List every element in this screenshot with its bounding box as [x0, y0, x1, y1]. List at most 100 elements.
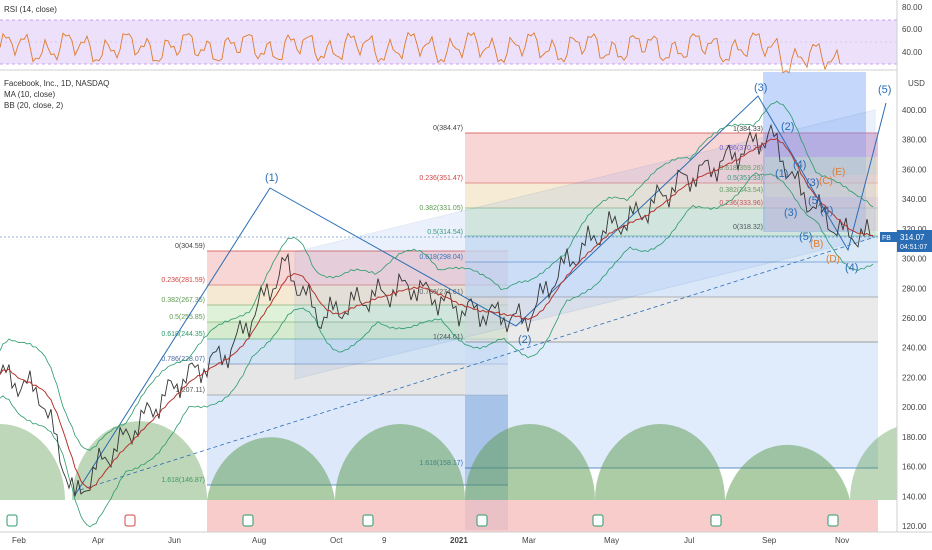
- earnings-marker[interactable]: [362, 514, 374, 527]
- earnings-marker[interactable]: [124, 514, 136, 527]
- bottom-red-band: [207, 500, 878, 532]
- wave-label: (5): [799, 231, 812, 243]
- fib3-l3: 0.5(351.33): [727, 175, 763, 182]
- wave-label: (1): [775, 168, 788, 180]
- rsi-tick: 80.00: [902, 3, 923, 12]
- fib1-l0: 0(304.59): [175, 243, 205, 250]
- fib2-l2: 0.382(331.05): [419, 205, 463, 212]
- symbol-badge: [880, 232, 897, 242]
- wave-label: (4): [820, 205, 833, 217]
- price-line: [0, 123, 874, 497]
- price-badge-countdown: 04:51:07: [900, 244, 927, 251]
- fib2-l0: 0(384.47): [433, 125, 463, 132]
- earnings-marker[interactable]: [827, 514, 839, 527]
- fib1-l2: 0.382(267.35): [161, 297, 205, 304]
- fib1-l4: 0.618(244.35): [161, 331, 205, 338]
- rsi-tick: 60.00: [902, 25, 923, 34]
- x-tick-label: Oct: [330, 536, 343, 545]
- x-tick-label: Mar: [522, 536, 536, 545]
- x-tick-label: Feb: [12, 536, 26, 545]
- price-tick-label: 240.00: [902, 344, 927, 353]
- x-ticks: Feb Apr Jun Aug Oct 9 2021 Mar May Jul Sep Nov: [12, 536, 849, 545]
- wave-label: (5): [878, 84, 891, 96]
- earnings-markers: [6, 514, 839, 527]
- wave-label-orange: (B): [810, 239, 823, 250]
- earnings-marker[interactable]: [242, 514, 254, 527]
- fib3-l0: 1(384.33): [733, 126, 763, 133]
- fib-retracement-3: 1(384.33) 0.786(370.29) 0.618(359.26) 0.…: [719, 126, 878, 231]
- chart-title: Facebook, Inc., 1D, NASDAQ: [4, 79, 109, 88]
- price-badge: [897, 230, 932, 252]
- fib3-l4: 0.382(343.54): [719, 187, 763, 194]
- ma-legend: MA (10, close): [4, 90, 55, 99]
- wave-label: (1): [265, 172, 278, 184]
- fib3-l1: 0.786(370.29): [719, 145, 763, 152]
- price-tick-label: 280.00: [902, 284, 927, 293]
- fib1-l1: 0.236(281.59): [161, 277, 205, 284]
- fib2-l5: 0.786(274.61): [419, 289, 463, 296]
- price-tick-label: 400.00: [902, 106, 927, 115]
- price-ticks: 400.00 380.00 360.00 340.00 320.00 300.00 280.…: [902, 106, 927, 531]
- bb-legend: BB (20, close, 2): [4, 101, 63, 110]
- time-cycles: [0, 421, 932, 500]
- x-tick-label: Sep: [762, 536, 777, 545]
- earnings-marker[interactable]: [592, 514, 604, 527]
- wave-label: (3): [806, 177, 819, 189]
- wave-label-orange: (D): [826, 254, 840, 265]
- x-tick-label: 2021: [450, 536, 468, 545]
- rsi-tick: 40.00: [902, 48, 923, 57]
- wave-label-orange: (C): [819, 176, 833, 187]
- x-tick-label: Nov: [835, 536, 849, 545]
- x-axis[interactable]: Feb Apr Jun Aug Oct 9 2021 Mar May Jul Sep Nov: [0, 531, 932, 545]
- price-tick-label: 300.00: [902, 255, 927, 264]
- fib1-l6: 1(207.11): [176, 387, 205, 394]
- x-tick-label: Jul: [684, 536, 694, 545]
- price-tick-label: 360.00: [902, 165, 927, 174]
- wave-label: (4): [845, 262, 858, 274]
- price-tick-label: 220.00: [902, 373, 927, 382]
- fib3-l6: 0(318.32): [733, 224, 763, 231]
- x-tick-label: Apr: [92, 536, 105, 545]
- rsi-band: [0, 20, 897, 64]
- wave-label: (2): [781, 121, 794, 133]
- currency-label: USD: [908, 79, 925, 88]
- earnings-marker[interactable]: [476, 514, 488, 527]
- wave-label-orange: (E): [832, 167, 845, 178]
- ma-line: [0, 138, 874, 490]
- price-panel: 0(304.59) 0.236(281.59) 0.382(267.35) 0.…: [0, 72, 932, 532]
- price-tick-label: 320.00: [902, 225, 927, 234]
- x-tick-label: Aug: [252, 536, 266, 545]
- fib1-l3: 0.5(255.85): [169, 314, 205, 321]
- wave-label: (3): [754, 82, 767, 94]
- rsi-panel: RSI (14, close): [0, 5, 932, 74]
- fib2-l4: 0.618(298.04): [419, 254, 463, 261]
- price-tick-label: 180.00: [902, 433, 927, 442]
- fib1-l7: 1.618(146.87): [161, 477, 205, 484]
- x-tick-label: May: [604, 536, 619, 545]
- elliott-wave-main: [74, 95, 887, 496]
- price-tick-label: 260.00: [902, 314, 927, 323]
- price-tick-label: 160.00: [902, 463, 927, 472]
- price-tick-label: 140.00: [902, 492, 927, 501]
- wave-label: (2): [518, 334, 531, 346]
- bb-lower: [0, 172, 874, 528]
- price-tick-label: 380.00: [902, 136, 927, 145]
- price-tick-label: 340.00: [902, 195, 927, 204]
- x-tick-label: 9: [382, 536, 387, 545]
- price-badge-value: 314.07: [900, 233, 925, 242]
- fib3-l5: 0.236(333.96): [719, 200, 763, 207]
- fib2-l1: 0.236(351.47): [419, 175, 463, 182]
- symbol-badge-text: FB: [882, 235, 891, 242]
- x-tick-label: Jun: [168, 536, 181, 545]
- rsi-legend: RSI (14, close): [4, 5, 57, 14]
- wave-label: (4): [793, 159, 806, 171]
- price-tick-label: 120.00: [902, 522, 927, 531]
- y-axis[interactable]: 80.00 60.00 40.00 USD 400.00 380.00 360.00…: [880, 0, 932, 550]
- fib2-l6: 1(244.61): [433, 334, 463, 341]
- price-tick-label: 200.00: [902, 403, 927, 412]
- earnings-marker[interactable]: [6, 514, 18, 527]
- bb-upper: [0, 100, 874, 451]
- earnings-marker[interactable]: [710, 514, 722, 527]
- rsi-line: [0, 31, 841, 74]
